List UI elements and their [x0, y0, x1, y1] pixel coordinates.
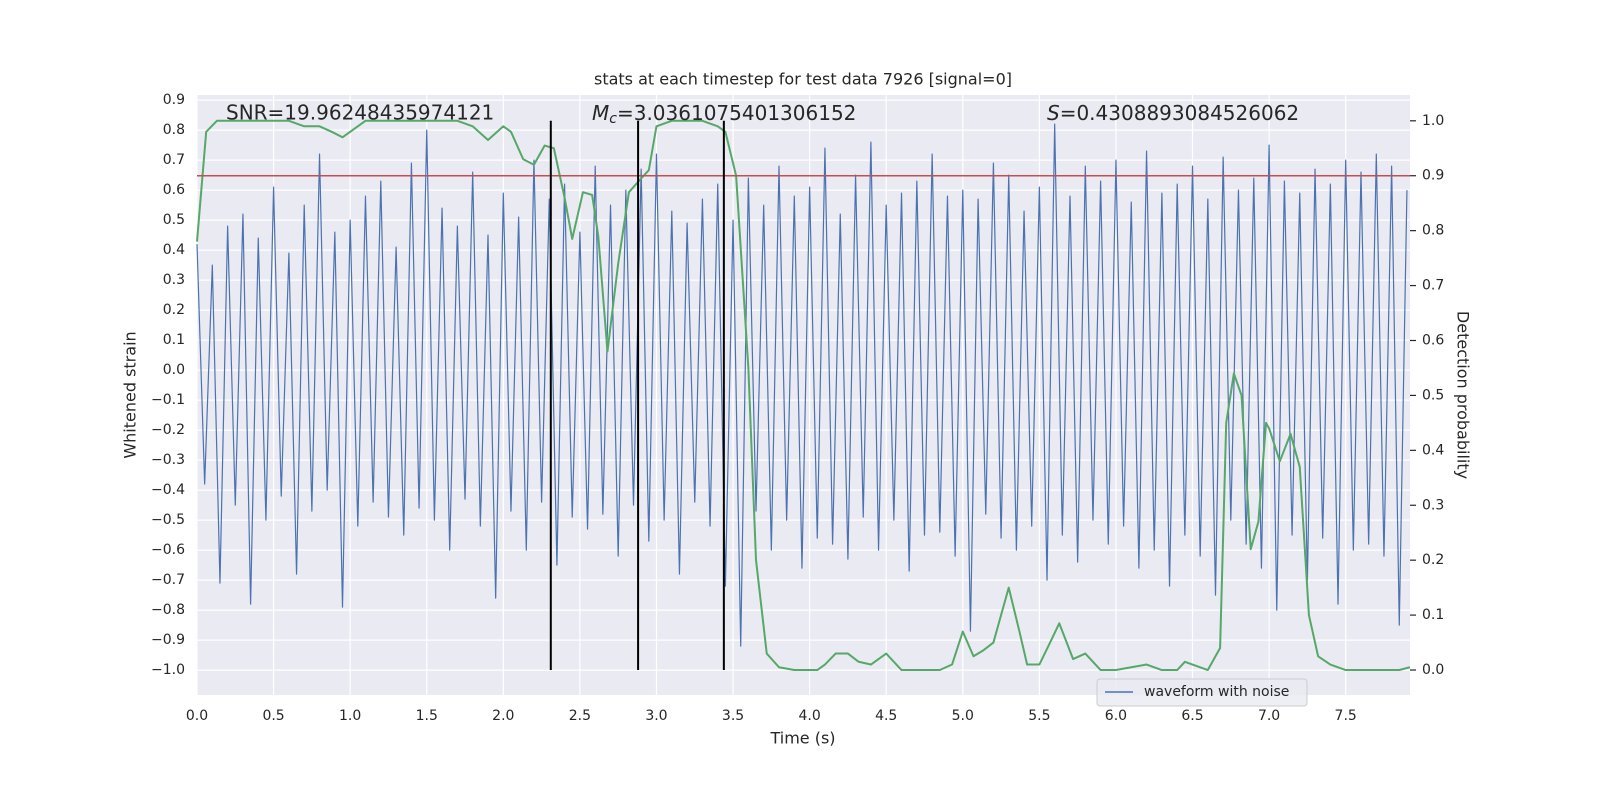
x-tick-label: 1.5 — [416, 708, 438, 724]
annotation: S=0.4308893084526062 — [1047, 101, 1299, 125]
x-tick-label: 3.0 — [645, 708, 667, 724]
y-tick-label: 0.1 — [163, 332, 185, 348]
annotation: Mc=3.0361075401306152 — [592, 101, 856, 128]
x-tick-label: 0.0 — [186, 708, 208, 724]
annotation-symbol: S — [1047, 101, 1060, 125]
x-tick-label: 2.5 — [569, 708, 591, 724]
y-tick-label: −0.6 — [151, 542, 185, 558]
x-tick-label: 5.0 — [952, 708, 974, 724]
x-tick-label: 6.0 — [1105, 708, 1127, 724]
y-tick-label: −0.9 — [151, 632, 185, 648]
x-tick-label: 0.5 — [262, 708, 284, 724]
y-tick-label: −0.5 — [151, 512, 185, 528]
series-line — [196, 119, 1411, 672]
y-tick-label: 0.8 — [163, 122, 185, 138]
annotation-text: =3.0361075401306152 — [617, 101, 856, 125]
y2-tick-label: 0.7 — [1422, 278, 1444, 294]
y-tick-label: 0.5 — [163, 212, 185, 228]
x-tick-label: 4.0 — [798, 708, 820, 724]
x-tick-label: 6.5 — [1181, 708, 1203, 724]
y2-tick-label: 0.9 — [1422, 168, 1444, 184]
y2-tick-label: 0.4 — [1422, 442, 1444, 458]
y-tick-label: −0.2 — [151, 422, 185, 438]
annotation: SNR=19.96248435974121 — [226, 101, 494, 125]
y-tick-label: 0.0 — [163, 362, 185, 378]
legend-box — [1096, 678, 1308, 707]
chart-title: stats at each timestep for test data 792… — [594, 70, 1012, 89]
y-tick-label: −0.8 — [151, 602, 185, 618]
x-tick-label: 4.5 — [875, 708, 897, 724]
annotation-subscript: c — [609, 111, 617, 127]
y-tick-label: 0.3 — [163, 272, 185, 288]
y-tick-label: −0.7 — [151, 572, 185, 588]
y2-tick-label: 0.0 — [1422, 662, 1444, 678]
y-tick-label: −0.3 — [151, 452, 185, 468]
y2-tick-label: 0.1 — [1422, 607, 1444, 623]
y2-tick-label: 0.8 — [1422, 223, 1444, 239]
y-tick-label: −0.1 — [151, 392, 185, 408]
y-tick-label: 0.7 — [163, 152, 185, 168]
x-tick-label: 3.5 — [722, 708, 744, 724]
x-axis-label: Time (s) — [769, 729, 835, 748]
legend-label: waveform with noise — [1144, 684, 1289, 700]
x-tick-label: 2.0 — [492, 708, 514, 724]
x-tick-label: 5.5 — [1028, 708, 1050, 724]
y-tick-label: 0.9 — [163, 92, 185, 108]
y2-axis-label: Detection probability — [1454, 311, 1473, 479]
y-tick-label: 0.2 — [163, 302, 185, 318]
annotation-symbol: M — [592, 101, 609, 125]
x-tick-label: 7.5 — [1335, 708, 1357, 724]
plot-area — [197, 95, 1410, 695]
x-tick-label: 7.0 — [1258, 708, 1280, 724]
y2-tick-label: 0.2 — [1422, 552, 1444, 568]
y-tick-label: −1.0 — [151, 662, 185, 678]
y2-tick-label: 0.5 — [1422, 387, 1444, 403]
y-axis-label: Whitened strain — [121, 331, 140, 458]
y2-tick-label: 0.3 — [1422, 497, 1444, 513]
series-line — [196, 123, 1408, 647]
y2-tick-label: 0.6 — [1422, 332, 1444, 348]
y-tick-label: −0.4 — [151, 482, 185, 498]
y-tick-label: 0.4 — [163, 242, 185, 258]
annotation-text: =0.4308893084526062 — [1060, 101, 1299, 125]
y2-tick-label: 1.0 — [1422, 113, 1444, 129]
x-tick-label: 1.0 — [339, 708, 361, 724]
y-tick-label: 0.6 — [163, 182, 185, 198]
